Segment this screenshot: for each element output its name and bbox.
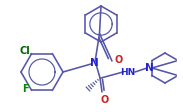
Text: O: O xyxy=(101,95,109,105)
Text: F: F xyxy=(22,84,29,94)
Text: HN: HN xyxy=(120,68,136,76)
Text: O: O xyxy=(115,55,123,65)
Text: N: N xyxy=(90,58,98,68)
Text: Cl: Cl xyxy=(20,46,31,56)
Text: N: N xyxy=(145,63,153,73)
